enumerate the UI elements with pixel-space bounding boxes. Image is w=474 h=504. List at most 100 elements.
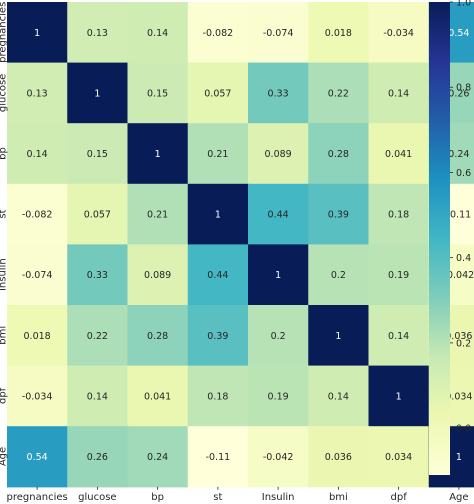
cell-value-label: -0.042 bbox=[263, 452, 294, 463]
heatmap-cell bbox=[67, 305, 129, 367]
y-tick-label: pregnancies bbox=[0, 2, 9, 63]
heatmap-cell bbox=[67, 365, 129, 427]
heatmap-cell bbox=[308, 123, 370, 185]
heatmap-cell bbox=[187, 426, 249, 488]
heatmap-cell bbox=[248, 62, 309, 124]
heatmap-cell bbox=[308, 365, 370, 427]
heatmap-cell bbox=[7, 244, 68, 306]
cell-value-label: 0.13 bbox=[27, 88, 48, 99]
heatmap-cell bbox=[7, 2, 68, 64]
cell-value-label: 0.089 bbox=[265, 149, 292, 160]
heatmap-cell bbox=[248, 123, 309, 185]
x-tick-label: bp bbox=[151, 492, 164, 503]
x-tick-label: st bbox=[213, 492, 222, 503]
cell-value-label: 0.24 bbox=[147, 452, 168, 463]
x-tick-labels: pregnancies glucose bp st Insulin bmi dpf Age bbox=[7, 486, 469, 503]
heatmap-cell bbox=[127, 62, 189, 124]
cell-value-label: -0.082 bbox=[203, 28, 234, 39]
cell-value-label: -0.11 bbox=[206, 452, 231, 463]
colorbar-tick-label: 0.0 bbox=[456, 424, 471, 435]
cell-value-label: 1 bbox=[335, 331, 341, 342]
cell-value-label: 0.057 bbox=[84, 210, 111, 221]
heatmap-cell bbox=[7, 62, 68, 124]
cell-value-label: 0.33 bbox=[87, 270, 108, 281]
cell-value-label: 0.26 bbox=[448, 88, 469, 99]
heatmap-cell bbox=[67, 244, 129, 306]
x-tick-label: dpf bbox=[391, 492, 408, 503]
heatmap-cell bbox=[248, 365, 309, 427]
cell-value-label: 0.22 bbox=[328, 88, 349, 99]
heatmap-cell bbox=[308, 2, 370, 64]
y-tick-label: st bbox=[0, 209, 9, 218]
heatmap-cell bbox=[308, 244, 370, 306]
heatmap-cell bbox=[187, 123, 249, 185]
cell-value-label: -0.11 bbox=[447, 210, 472, 221]
heatmap-cell bbox=[308, 62, 370, 124]
cell-value-label: 0.14 bbox=[147, 28, 168, 39]
heatmap-cell bbox=[67, 2, 129, 64]
cell-value-label: 0.26 bbox=[87, 452, 108, 463]
heatmap-cell bbox=[368, 2, 430, 64]
cell-value-label: 0.22 bbox=[87, 331, 108, 342]
cell-value-label: 0.14 bbox=[328, 391, 349, 402]
heatmap-cell bbox=[127, 123, 189, 185]
cell-value-label: 0.13 bbox=[87, 28, 108, 39]
cell-value-label: 0.034 bbox=[445, 391, 472, 402]
heatmap-cell bbox=[127, 2, 189, 64]
heatmap-cell bbox=[248, 183, 309, 245]
heatmap-cell bbox=[308, 426, 370, 488]
cell-value-label: 0.18 bbox=[388, 210, 409, 221]
cell-value-label: 0.18 bbox=[207, 391, 228, 402]
x-tick-label: Age bbox=[449, 492, 468, 503]
heatmap-cell bbox=[248, 244, 309, 306]
x-tick-label: glucose bbox=[78, 492, 116, 503]
heatmap-cell bbox=[127, 244, 189, 306]
cell-value-label: 0.33 bbox=[268, 88, 289, 99]
cell-value-label: 0.44 bbox=[207, 270, 228, 281]
heatmap-cell bbox=[368, 183, 430, 245]
cell-value-label: -0.074 bbox=[22, 270, 53, 281]
heatmap-cell bbox=[368, 426, 430, 488]
cell-value-label: 1 bbox=[155, 149, 161, 160]
cell-value-label: 0.28 bbox=[328, 149, 349, 160]
cell-value-label: 0.089 bbox=[144, 270, 171, 281]
heatmap-cell bbox=[67, 62, 129, 124]
heatmap-cell bbox=[248, 305, 309, 367]
heatmap-cell bbox=[368, 123, 430, 185]
cell-value-label: 0.2 bbox=[271, 331, 286, 342]
cell-value-label: 0.018 bbox=[325, 28, 352, 39]
cell-value-label: 1 bbox=[34, 28, 40, 39]
cell-value-label: 1 bbox=[215, 210, 221, 221]
heatmap-cell bbox=[7, 426, 68, 488]
heatmap-cell bbox=[187, 365, 249, 427]
heatmap-cell bbox=[368, 244, 430, 306]
heatmap-cell bbox=[127, 183, 189, 245]
colorbar-tick-label: 0.6 bbox=[456, 168, 471, 179]
cell-value-label: 0.44 bbox=[268, 210, 289, 221]
heatmap-cell bbox=[67, 183, 129, 245]
heatmap-cell bbox=[7, 123, 68, 185]
cell-value-label: 0.14 bbox=[388, 331, 409, 342]
x-tick-label: Insulin bbox=[262, 492, 295, 503]
heatmap-cell bbox=[127, 365, 189, 427]
cell-value-label: 0.14 bbox=[87, 391, 108, 402]
cell-value-label: 0.14 bbox=[27, 149, 48, 160]
cell-value-label: -0.034 bbox=[22, 391, 53, 402]
cell-value-label: 0.54 bbox=[448, 28, 469, 39]
cell-value-label: 0.041 bbox=[144, 391, 171, 402]
cell-value-label: 1 bbox=[94, 88, 100, 99]
cell-value-label: -0.042 bbox=[444, 270, 474, 281]
cell-value-label: 1 bbox=[275, 270, 281, 281]
heatmap-cell bbox=[248, 426, 309, 488]
cell-value-label: 0.19 bbox=[388, 270, 409, 281]
heatmap-cell bbox=[187, 244, 249, 306]
cell-value-label: 0.14 bbox=[388, 88, 409, 99]
heatmap-cell bbox=[7, 365, 68, 427]
cell-value-label: 1 bbox=[396, 391, 402, 402]
heatmap-cell bbox=[187, 2, 249, 64]
cell-value-label: 0.28 bbox=[147, 331, 168, 342]
cell-value-label: 0.036 bbox=[325, 452, 352, 463]
heatmap-cells: 1 0.13 0.14 -0.082 -0.074 0.018 -0.034 0.54 0.13… bbox=[7, 2, 474, 488]
heatmap-cell bbox=[187, 183, 249, 245]
y-tick-label: glucose bbox=[0, 74, 9, 112]
